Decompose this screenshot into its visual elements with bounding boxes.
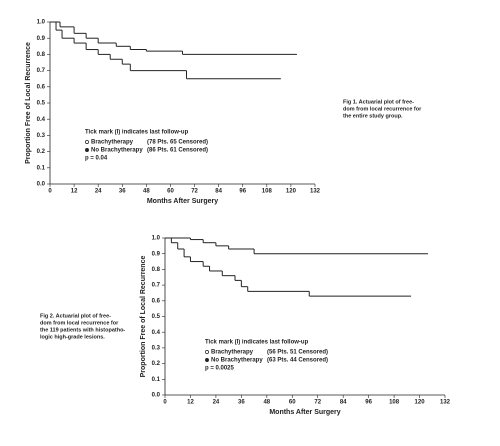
legend-label: Brachytherapy: [91, 140, 134, 146]
y-tick-label: 0.8: [152, 267, 161, 273]
y-tick-label: 0.5: [37, 101, 46, 107]
y-tick-label: 0.7: [152, 283, 161, 289]
x-axis-title: Months After Surgery: [147, 198, 218, 205]
caption-line: dom from local recurrence for: [343, 106, 422, 112]
x-tick-label: 48: [143, 189, 150, 195]
y-tick-label: 0.7: [37, 68, 46, 74]
y-tick-label: 0.9: [37, 36, 46, 42]
legend-label: No Brachytherapy: [91, 148, 143, 154]
x-tick-label: 96: [365, 400, 372, 406]
x-tick-label: 48: [263, 400, 270, 406]
x-tick-label: 12: [71, 189, 78, 195]
legend-label: Brachytherapy: [211, 350, 254, 356]
legend-marker: [85, 140, 89, 144]
x-tick-label: 96: [239, 189, 246, 195]
legend-title: Tick mark (I) indicates last follow-up: [85, 130, 189, 136]
y-tick-label: 0.0: [37, 182, 46, 188]
y-axis-title: Proportion Free of Local Recurrence: [25, 42, 32, 164]
legend-note: (56 Pts. 51 Censored): [267, 350, 328, 356]
y-tick-label: 0.0: [152, 393, 161, 399]
y-tick-label: 0.8: [37, 52, 46, 58]
y-tick-label: 0.2: [37, 149, 46, 155]
y-tick-label: 1.0: [152, 236, 161, 242]
x-tick-label: 72: [314, 400, 321, 406]
y-tick-label: 0.9: [152, 251, 161, 257]
x-tick-label: 108: [262, 189, 273, 195]
caption-line: Fig 2. Actuarial plot of free-: [40, 313, 111, 319]
y-tick-label: 0.3: [37, 133, 46, 139]
legend-note: (86 Pts. 61 Censored): [147, 148, 208, 154]
y-tick-label: 0.4: [37, 117, 46, 123]
y-tick-label: 0.3: [152, 345, 161, 351]
y-tick-label: 0.5: [152, 314, 161, 320]
x-tick-label: 108: [389, 400, 400, 406]
x-tick-label: 0: [163, 400, 167, 406]
legend-marker: [85, 148, 89, 152]
legend-marker: [205, 350, 209, 354]
x-tick-label: 120: [415, 400, 426, 406]
y-tick-label: 1.0: [37, 20, 46, 26]
y-tick-label: 0.1: [152, 377, 161, 383]
caption-line: Fig 1. Actuarial plot of free-: [343, 99, 414, 105]
x-tick-label: 84: [340, 400, 347, 406]
y-tick-label: 0.1: [37, 165, 46, 171]
y-tick-label: 0.4: [152, 330, 161, 336]
x-tick-label: 36: [238, 400, 245, 406]
p-value: p = 0.0025: [205, 366, 235, 372]
caption-line: the entire study group.: [343, 113, 403, 119]
x-tick-label: 84: [215, 189, 222, 195]
legend-note: (63 Pts. 44 Censored): [267, 358, 328, 364]
y-tick-label: 0.2: [152, 361, 161, 367]
x-tick-label: 60: [289, 400, 296, 406]
x-tick-label: 132: [440, 400, 451, 406]
x-tick-label: 132: [310, 189, 321, 195]
caption-line: logic high-grade lesions.: [40, 334, 105, 340]
x-tick-label: 60: [167, 189, 174, 195]
caption-line: the 119 patients with histopatho-: [40, 327, 125, 333]
legend-note: (78 Pts. 65 Censored): [147, 140, 208, 146]
x-tick-label: 24: [213, 400, 220, 406]
y-tick-label: 0.6: [37, 84, 46, 90]
x-tick-label: 120: [286, 189, 297, 195]
p-value: p = 0.04: [85, 156, 108, 162]
x-tick-label: 24: [95, 189, 102, 195]
y-axis-title: Proportion Free of Local Recurrence: [140, 256, 147, 378]
x-tick-label: 36: [119, 189, 126, 195]
legend-marker: [205, 358, 209, 362]
y-tick-label: 0.6: [152, 298, 161, 304]
x-tick-label: 12: [187, 400, 194, 406]
x-axis-title: Months After Surgery: [269, 409, 340, 416]
x-tick-label: 72: [191, 189, 198, 195]
legend-title: Tick mark (I) indicates last follow-up: [205, 340, 309, 346]
legend-label: No Brachytherapy: [211, 358, 263, 364]
x-tick-label: 0: [48, 189, 52, 195]
caption-line: dom from local recurrence for: [40, 320, 119, 326]
